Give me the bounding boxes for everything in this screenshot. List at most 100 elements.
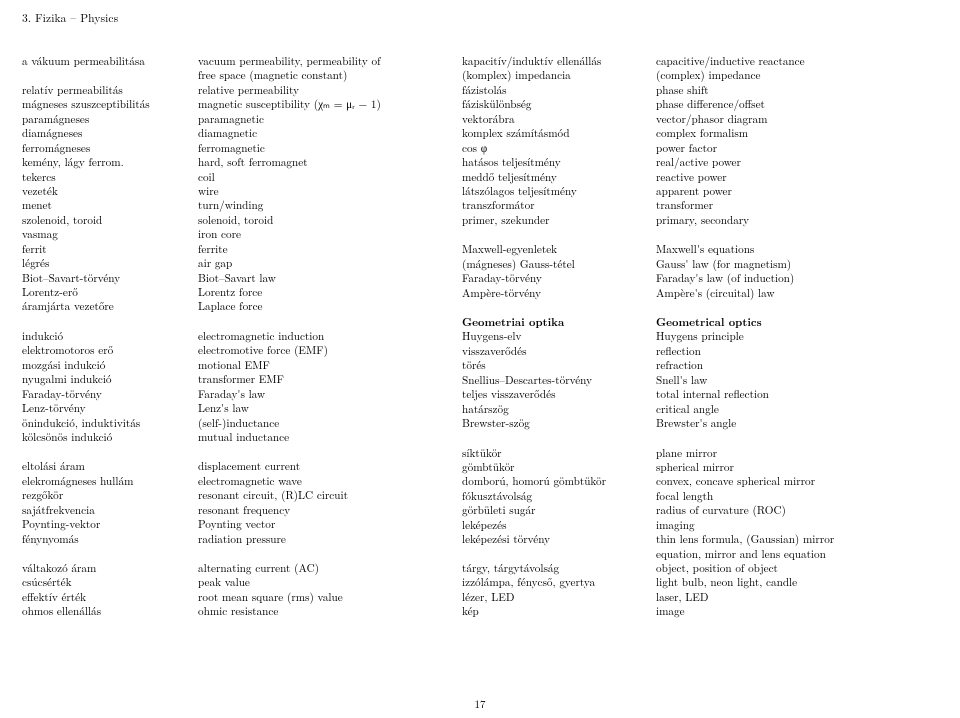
- term-hu: nyugalmi indukció: [22, 372, 184, 386]
- term-en: wire: [198, 184, 448, 198]
- term-en: total internal reflection: [656, 387, 938, 401]
- term-hu: Maxwell-egyenletek: [462, 242, 642, 256]
- term-hu: kemény, lágy ferrom.: [22, 155, 184, 169]
- term-en: diamagnetic: [198, 126, 448, 140]
- term-en: (complex) impedance: [656, 68, 938, 82]
- term-en: thin lens formula, (Gaussian) mirror: [656, 532, 938, 546]
- term-en: solenoid, toroid: [198, 213, 448, 227]
- term-en: electromagnetic induction: [198, 329, 448, 343]
- term-hu: vezeték: [22, 184, 184, 198]
- term-hu: ferromágneses: [22, 141, 184, 155]
- term-hu: diamágneses: [22, 126, 184, 140]
- term-hu: visszaverődés: [462, 344, 642, 358]
- term-hu: hatásos teljesítmény: [462, 155, 642, 169]
- term-en: object, position of object: [656, 561, 938, 575]
- term-hu: kapacitív/induktív ellenállás: [462, 54, 642, 68]
- term-hu: [462, 547, 642, 561]
- column-en-right: capacitive/inductive reactance(complex) …: [656, 54, 938, 619]
- term-hu: Ampère-törvény: [462, 286, 642, 300]
- term-hu: Faraday-törvény: [462, 271, 642, 285]
- term-en: laser, LED: [656, 590, 938, 604]
- term-en: Maxwell's equations: [656, 242, 938, 256]
- term-hu: vasmag: [22, 227, 184, 241]
- term-hu: határszög: [462, 402, 642, 416]
- term-en: real/active power: [656, 155, 938, 169]
- term-hu: eltolási áram: [22, 459, 184, 473]
- term-hu: légrés: [22, 256, 184, 270]
- term-en: relative permeability: [198, 83, 448, 97]
- term-en: peak value: [198, 575, 448, 589]
- term-en: refraction: [656, 358, 938, 372]
- term-en: power factor: [656, 141, 938, 155]
- term-hu: mozgási indukció: [22, 358, 184, 372]
- term-hu: kölcsönös indukció: [22, 430, 184, 444]
- term-en: convex, concave spherical mirror: [656, 474, 938, 488]
- term-hu: paramágneses: [22, 112, 184, 126]
- term-en: hard, soft ferromagnet: [198, 155, 448, 169]
- term-hu: rezgőkör: [22, 488, 184, 502]
- term-hu: elektromotoros erő: [22, 343, 184, 357]
- term-en: mutual inductance: [198, 430, 448, 444]
- term-hu: sajátfrekvencia: [22, 503, 184, 517]
- term-hu: kép: [462, 604, 642, 618]
- term-hu: meddő teljesítmény: [462, 170, 642, 184]
- term-en: displacement current: [198, 459, 448, 473]
- term-en: Biot–Savart law: [198, 271, 448, 285]
- term-en: critical angle: [656, 402, 938, 416]
- term-en: turn/winding: [198, 198, 448, 212]
- term-en: alternating current (AC): [198, 561, 448, 575]
- term-hu: Lorentz-erő: [22, 285, 184, 299]
- term-en: radiation pressure: [198, 532, 448, 546]
- term-hu: elekromágneses hullám: [22, 474, 184, 488]
- term-en: root mean square (rms) value: [198, 590, 448, 604]
- term-hu: fókusztávolság: [462, 489, 642, 503]
- section-heading-en: Geometrical optics: [656, 315, 938, 329]
- term-en: resonant frequency: [198, 503, 448, 517]
- term-en: Huygens principle: [656, 329, 938, 343]
- term-en: vacuum permeability, permeability of: [198, 54, 448, 68]
- term-hu: gömbtükör: [462, 460, 642, 474]
- term-hu: Huygens-elv: [462, 329, 642, 343]
- term-en: Snell's law: [656, 373, 938, 387]
- term-hu: vektorábra: [462, 112, 642, 126]
- term-en: motional EMF: [198, 358, 448, 372]
- term-hu: relatív permeabilitás: [22, 83, 184, 97]
- term-en: radius of curvature (ROC): [656, 503, 938, 517]
- term-hu: váltakozó áram: [22, 561, 184, 575]
- term-hu: Brewster-szög: [462, 416, 642, 430]
- term-hu: indukció: [22, 329, 184, 343]
- term-en: focal length: [656, 489, 938, 503]
- term-en: equation, mirror and lens equation: [656, 547, 938, 561]
- term-hu: Biot–Savart-törvény: [22, 271, 184, 285]
- term-hu: menet: [22, 198, 184, 212]
- section-header: 3. Fizika – Physics: [22, 10, 938, 26]
- column-hu-left: a vákuum permeabilitása relatív permeabi…: [22, 54, 184, 619]
- term-en: Gauss' law (for magnetism): [656, 257, 938, 271]
- term-en: Faraday's law: [198, 387, 448, 401]
- term-hu: fázistolás: [462, 83, 642, 97]
- term-en: ferrite: [198, 242, 448, 256]
- term-en: electromagnetic wave: [198, 474, 448, 488]
- term-hu: lézer, LED: [462, 590, 642, 604]
- term-en: reactive power: [656, 170, 938, 184]
- column-hu-right: kapacitív/induktív ellenállás(komplex) i…: [462, 54, 642, 619]
- term-hu: tárgy, tárgytávolság: [462, 561, 642, 575]
- term-en: ferromagnetic: [198, 141, 448, 155]
- term-en: primary, secondary: [656, 213, 938, 227]
- term-en: reflection: [656, 344, 938, 358]
- term-en: vector/phasor diagram: [656, 112, 938, 126]
- term-en: spherical mirror: [656, 460, 938, 474]
- term-en: image: [656, 604, 938, 618]
- term-en: magnetic susceptibility (χₘ = μᵣ − 1): [198, 97, 448, 111]
- term-en: Ampère's (circuital) law: [656, 286, 938, 300]
- term-hu: mágneses szuszceptibilitás: [22, 97, 184, 111]
- term-hu: fénynyomás: [22, 532, 184, 546]
- term-en: iron core: [198, 227, 448, 241]
- term-hu: domború, homorú gömbtükör: [462, 474, 642, 488]
- term-en: free space (magnetic constant): [198, 68, 448, 82]
- term-hu: törés: [462, 358, 642, 372]
- term-hu: (mágneses) Gauss-tétel: [462, 257, 642, 271]
- term-en: ohmic resistance: [198, 604, 448, 618]
- term-hu: teljes visszaverődés: [462, 387, 642, 401]
- term-en: resonant circuit, (R)LC circuit: [198, 488, 448, 502]
